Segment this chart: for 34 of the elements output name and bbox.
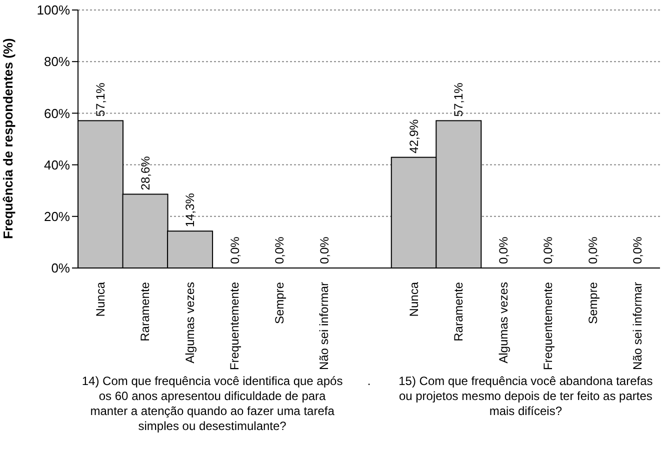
text: 15) Com que frequência você abandona tarefas ou projetos mesmo depois de ter feito as partes mais difíceis? <box>398 374 654 419</box>
y-tick-label: 0% <box>51 260 70 276</box>
x-tick-label: Algumas vezes <box>496 282 510 364</box>
data-label: 42,9% <box>406 118 421 154</box>
y-tick-label: 100% <box>36 2 70 18</box>
x-tick-label: Frequentemente <box>541 282 556 370</box>
data-label: 0,0% <box>586 236 600 264</box>
x-tick-label: Raramente <box>452 282 466 342</box>
x-tick-label: Não sei informar <box>630 282 645 370</box>
data-label: 0,0% <box>630 236 645 264</box>
x-tick-label: Nunca <box>406 282 421 317</box>
data-label: 0,0% <box>317 236 332 264</box>
x-tick-label: Frequentemente <box>228 282 242 370</box>
y-axis-title: Frequência de respondentes (%) <box>0 38 16 239</box>
y-tick-label: 60% <box>44 106 70 121</box>
x-tick-label: Sempre <box>272 282 286 324</box>
y-tick-label: 40% <box>44 157 70 172</box>
x-tick-label: Nunca <box>93 282 108 317</box>
data-label: 57,1% <box>94 82 108 117</box>
data-label: 0,0% <box>228 236 242 264</box>
data-label: 57,1% <box>452 82 466 117</box>
x-tick-label: Algumas vezes <box>182 282 197 364</box>
data-label: 28,6% <box>138 156 152 190</box>
y-tick-label: 80% <box>44 54 70 70</box>
data-label: 0,0% <box>272 236 287 264</box>
text: 14) Com que frequência você identifica que após os 60 anos apresentou dificuldade de para manter a atenção quando ao fazer uma tarefa simples ou desestimulante? <box>80 374 344 434</box>
data-label: 14,3% <box>183 192 198 228</box>
x-tick-label: Raramente <box>138 282 152 342</box>
data-label: 0,0% <box>496 236 510 264</box>
data-label: 0,0% <box>541 236 556 264</box>
x-tick-label: Não sei informar <box>317 282 332 370</box>
text: . <box>366 374 372 389</box>
x-tick-label: Sempre <box>586 282 600 324</box>
y-tick-label: 20% <box>44 209 70 224</box>
